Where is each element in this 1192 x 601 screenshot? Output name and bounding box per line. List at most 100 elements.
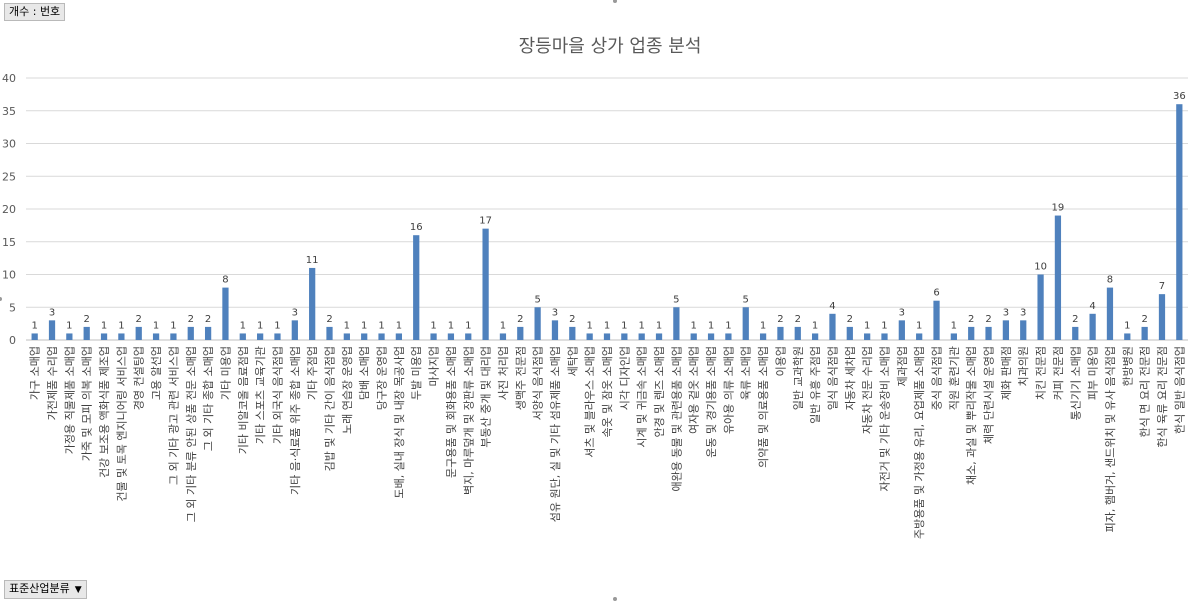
data-label: 1 [240, 320, 246, 331]
y-axis-tick-labels: 0 5 10 15 20 25 30 35 40 [2, 72, 16, 347]
x-tick-label: 직원 훈련기관 [948, 346, 961, 410]
x-tick-label: 당구장 운영업 [376, 346, 389, 410]
bar [742, 307, 749, 340]
x-tick-label: 일반 교과학원 [791, 346, 805, 410]
data-label: 1 [881, 320, 887, 331]
x-tick-label: 시각 디자인업 [618, 346, 631, 410]
bar [499, 333, 507, 340]
y-tick-label: 40 [2, 72, 16, 85]
data-label: 8 [222, 275, 228, 286]
data-label: 1 [101, 320, 107, 331]
bar [829, 313, 836, 340]
x-tick-label: 가전제품 수리업 [46, 346, 59, 420]
data-label: 1 [396, 320, 402, 331]
x-axis-tick-labels: 가구 소매업 가전제품 수리업 가정용 직물제품 소매업 가죽 및 모피 의복 소매업… [29, 346, 1187, 539]
data-label: 2 [84, 314, 90, 325]
x-tick-label: 기타 스포츠 교육기관 [254, 346, 267, 444]
y-tick-label: 10 [2, 269, 16, 282]
data-label: 7 [1159, 281, 1165, 292]
data-label: 2 [847, 314, 853, 325]
bar [881, 333, 888, 340]
x-tick-label: 이용업 [774, 346, 787, 376]
bar [274, 333, 281, 340]
x-tick-label: 안경 및 렌즈 소매업 [653, 346, 666, 437]
bar [309, 267, 316, 340]
data-label: 11 [306, 255, 319, 266]
bar [968, 326, 975, 340]
y-tick-label: 5 [9, 301, 16, 314]
x-tick-label: 제과점업 [896, 346, 909, 386]
data-label: 1 [170, 320, 176, 331]
selection-handle-bottom[interactable] [613, 597, 617, 601]
data-label: 1 [812, 320, 818, 331]
data-label: 36 [1173, 91, 1186, 102]
bar [985, 326, 992, 340]
bar [690, 333, 697, 340]
bar [846, 326, 853, 340]
x-tick-label: 여자용 겉옷 소매업 [688, 346, 701, 434]
bars [31, 104, 1183, 340]
bar [811, 333, 819, 340]
x-tick-label: 김밥 및 기타 간이 음식점업 [324, 346, 337, 471]
bar [569, 326, 576, 340]
x-tick-label: 자동차 전문 수리업 [861, 346, 874, 434]
bar [361, 333, 368, 340]
data-label: 2 [205, 314, 211, 325]
x-tick-label: 체력 단련시설 운영업 [983, 346, 996, 444]
bar [204, 326, 212, 340]
data-label: 16 [410, 222, 423, 233]
x-tick-label: 치킨 전문점 [1035, 346, 1048, 400]
x-tick-label: 커피 전문점 [1052, 346, 1065, 400]
data-label: 1 [153, 320, 159, 331]
data-label: 2 [777, 314, 783, 325]
bar [551, 320, 559, 340]
bar [222, 287, 229, 340]
data-label: 1 [465, 320, 471, 331]
bar [864, 333, 871, 340]
bar [413, 235, 420, 340]
x-tick-label: 가죽 및 모피 의복 소매업 [81, 346, 94, 461]
bar [170, 333, 177, 340]
x-tick-label: 담배 소매업 [358, 346, 371, 400]
bar [655, 333, 663, 340]
pivot-row-field-button[interactable]: 표준산업분류 ▼ [4, 580, 87, 599]
x-tick-label: 섬유 원단, 실 및 기타 섬유제품 소매업 [549, 346, 562, 522]
x-tick-label: 자동차 세차업 [844, 346, 857, 410]
x-tick-label: 한방병원 [1121, 346, 1134, 386]
data-label: 1 [500, 320, 506, 331]
bar [378, 333, 385, 340]
bar [66, 333, 73, 340]
selection-handle-left[interactable] [0, 297, 2, 301]
bar [465, 333, 472, 340]
bar [100, 333, 108, 340]
bar [1158, 294, 1166, 340]
x-tick-label: 문구용품 및 회화용품 소매업 [445, 346, 458, 478]
bar [1106, 287, 1114, 340]
bar [430, 333, 437, 340]
x-tick-label: 피부 미용업 [1087, 346, 1100, 400]
data-label: 2 [1072, 314, 1078, 325]
bar [447, 333, 455, 340]
data-label: 3 [1020, 307, 1026, 318]
x-tick-label: 도배, 실내 장식 및 내장 목공사업 [393, 346, 406, 499]
bar [239, 333, 246, 340]
data-label: 1 [1124, 320, 1130, 331]
x-tick-label: 기타 주점업 [306, 346, 319, 400]
x-tick-label: 일반 유흥 주점업 [808, 346, 822, 424]
x-tick-label: 시계 및 귀금속 소매업 [636, 346, 649, 448]
dropdown-arrow-icon[interactable]: ▼ [74, 585, 82, 595]
bar [673, 307, 680, 340]
data-label: 1 [951, 320, 957, 331]
bar [517, 326, 524, 340]
y-tick-label: 20 [2, 203, 16, 216]
x-tick-label: 의약품 및 의료용품 소매업 [756, 346, 770, 468]
selection-handle-top[interactable] [613, 0, 617, 3]
pivot-value-field-button[interactable]: 개수 : 번호 [4, 3, 66, 21]
x-tick-label: 두발 미용업 [410, 346, 423, 400]
y-tick-label: 0 [9, 334, 16, 347]
x-tick-label: 셔츠 및 블라우스 소매업 [584, 346, 597, 458]
x-tick-label: 노래 연습장 운영업 [341, 346, 354, 434]
x-tick-label: 고용 알선업 [149, 346, 163, 400]
data-label: 3 [292, 307, 298, 318]
bar [586, 333, 593, 340]
